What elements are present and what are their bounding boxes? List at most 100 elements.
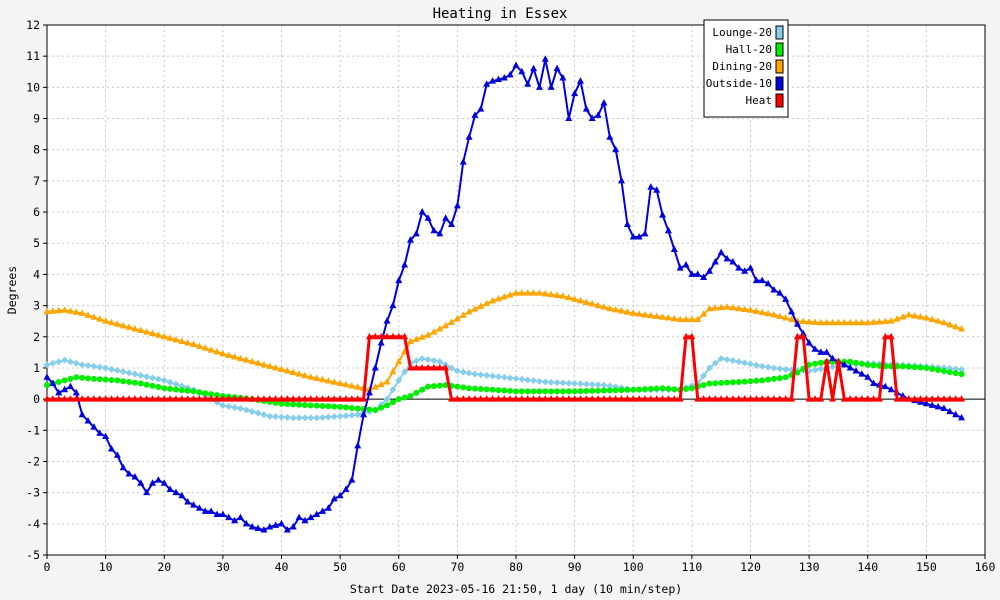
data-point — [559, 379, 567, 387]
data-point — [724, 379, 731, 386]
data-point — [201, 344, 209, 351]
data-point — [705, 364, 713, 372]
data-point — [958, 413, 966, 421]
data-point — [565, 293, 573, 301]
data-point — [641, 395, 649, 402]
legend-swatch — [775, 25, 784, 40]
data-point — [776, 289, 784, 296]
data-point — [313, 402, 320, 409]
data-point — [917, 313, 925, 320]
data-point — [712, 380, 719, 387]
data-point — [412, 335, 420, 342]
data-point — [231, 403, 239, 411]
data-point — [817, 365, 825, 373]
data-point — [190, 395, 198, 402]
data-point — [946, 320, 954, 328]
data-point — [647, 311, 655, 319]
data-point — [793, 332, 801, 340]
data-point — [61, 385, 69, 393]
data-point — [213, 395, 221, 402]
data-point — [213, 510, 221, 517]
data-point — [852, 367, 860, 374]
data-point — [330, 413, 338, 421]
data-point — [589, 387, 596, 394]
data-point — [665, 385, 672, 392]
data-point — [348, 476, 356, 483]
data-point — [219, 510, 227, 517]
data-point — [143, 488, 151, 496]
data-point — [946, 369, 953, 376]
data-point — [43, 307, 51, 315]
data-point — [90, 362, 98, 370]
data-point — [629, 233, 637, 240]
data-point — [688, 315, 696, 323]
data-point — [864, 318, 872, 326]
data-point — [483, 395, 491, 402]
y-tick-label: 7 — [33, 174, 40, 188]
data-point — [371, 363, 379, 371]
data-point — [576, 380, 584, 388]
data-point — [676, 315, 684, 323]
data-point — [946, 395, 954, 402]
data-point — [236, 354, 244, 362]
data-point — [236, 513, 244, 521]
data-point — [460, 384, 467, 391]
data-point — [401, 332, 409, 340]
data-point — [823, 357, 831, 365]
data-point — [571, 380, 579, 388]
data-point — [535, 83, 543, 90]
data-point — [705, 304, 713, 312]
data-point — [219, 401, 227, 409]
x-tick-label: 60 — [392, 560, 406, 574]
data-point — [465, 307, 473, 315]
data-point — [641, 229, 649, 237]
data-point — [266, 522, 274, 530]
data-point — [477, 385, 484, 392]
data-point — [811, 318, 819, 325]
data-point — [454, 383, 461, 390]
data-point — [928, 315, 936, 323]
data-point — [535, 395, 543, 402]
data-point — [324, 377, 332, 384]
data-point — [881, 332, 889, 340]
data-point — [764, 363, 772, 371]
data-point — [647, 183, 655, 190]
data-point — [729, 303, 737, 311]
data-point — [453, 201, 461, 209]
data-point — [378, 404, 385, 411]
data-point — [840, 318, 848, 326]
data-point — [354, 405, 361, 412]
x-tick-label: 100 — [623, 560, 644, 574]
data-point — [102, 376, 109, 383]
data-point — [711, 359, 719, 367]
data-point — [366, 406, 373, 413]
data-point — [72, 388, 80, 396]
data-point — [811, 360, 818, 367]
data-point — [389, 386, 397, 394]
data-point — [354, 411, 362, 419]
data-point — [852, 318, 860, 326]
data-point — [436, 324, 444, 332]
data-point — [337, 403, 344, 410]
data-point — [500, 293, 508, 300]
data-point — [166, 395, 174, 402]
data-point — [494, 294, 502, 302]
data-point — [436, 363, 444, 371]
data-point — [694, 395, 702, 402]
data-point — [442, 363, 450, 371]
data-point — [412, 229, 420, 237]
data-point — [190, 388, 197, 395]
data-point — [623, 308, 631, 315]
data-point — [324, 395, 332, 402]
data-point — [600, 387, 607, 394]
data-point — [406, 337, 414, 344]
data-point — [782, 295, 790, 302]
data-point — [676, 264, 684, 271]
data-point — [952, 410, 960, 418]
data-point — [406, 363, 414, 371]
data-point — [301, 395, 309, 402]
data-point — [659, 211, 667, 218]
data-point — [582, 105, 590, 112]
data-point — [401, 261, 409, 268]
